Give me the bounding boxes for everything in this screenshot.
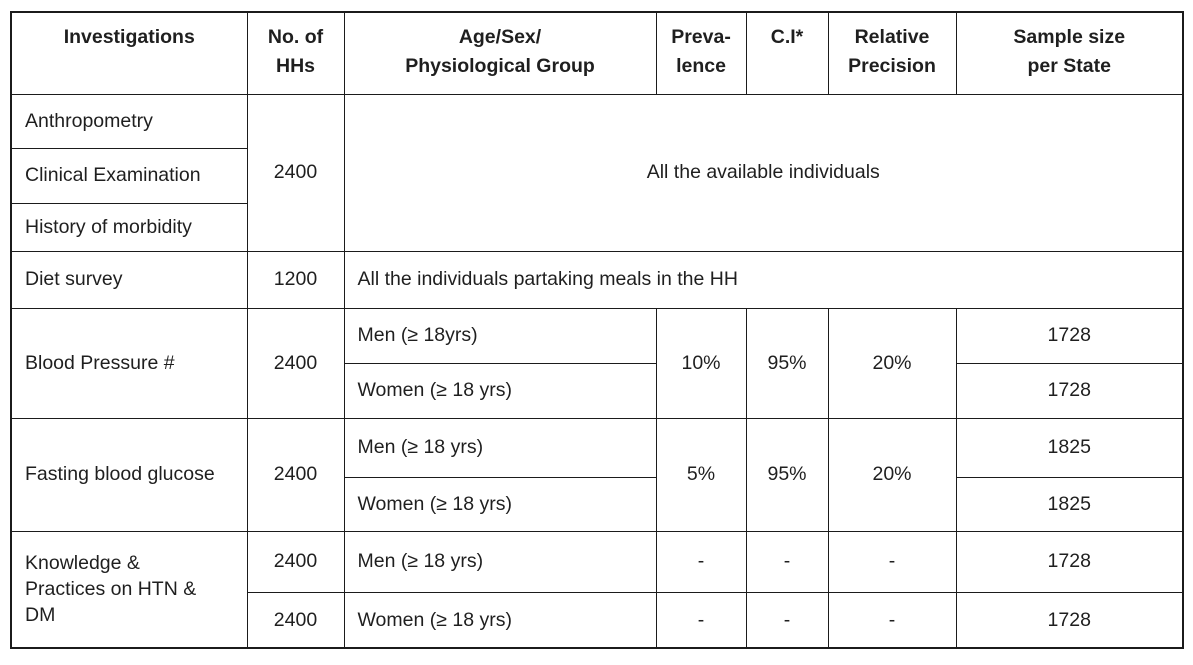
cell-bp-men-sample: 1728 (955, 307, 1184, 364)
row-blood-pressure-women: Women (≥ 18 yrs) 1728 (11, 362, 1184, 419)
cell-investigation-clinical: Clinical Examination (10, 147, 248, 204)
row-knowledge-practices-men: Knowledge & Practices on HTN & DM 2400 M… (10, 530, 1184, 649)
cell-kp-women-ci: - (745, 591, 829, 649)
cell-bp-women-group: Women (≥ 18 yrs) (343, 362, 657, 419)
cell-investigation-fasting-glucose: Fasting blood glucose (10, 417, 248, 532)
row-clinical-examination: Clinical Examination (10, 147, 1183, 204)
cell-kp-men-group: Men (≥ 18 yrs) (343, 530, 657, 593)
row-knowledge-practices-women: 2400 Women (≥ 18 yrs) - - - 1728 (11, 591, 1184, 649)
header-ci: C.I* (745, 11, 829, 95)
row-diet-survey: Diet survey 1200 All the individuals par… (10, 250, 1184, 309)
row-fasting-glucose-men: Fasting blood glucose 2400 Men (≥ 18 yrs… (10, 417, 1184, 532)
header-age-sex-group: Age/Sex/ Physiological Group (343, 11, 657, 95)
header-prevalence: Preva- lence (655, 11, 747, 95)
header-relative-precision: Relative Precision (827, 11, 957, 95)
cell-bp-women-sample: 1728 (955, 362, 1184, 419)
cell-bp-prevalence: 10% (655, 307, 747, 419)
cell-bp-hhs: 2400 (246, 307, 345, 419)
cell-fbg-hhs: 2400 (246, 417, 345, 532)
cell-kp-men-relative-precision: - (827, 530, 957, 593)
cell-fbg-relative-precision: 20% (827, 417, 957, 532)
cell-kp-men-hhs: 2400 (246, 530, 345, 593)
cell-fbg-men-group: Men (≥ 18 yrs) (343, 417, 657, 478)
header-row: Investigations No. of HHs Age/Sex/ Physi… (10, 11, 1184, 95)
cell-anthro-group-hhs: 2400 (246, 93, 345, 252)
cell-kp-women-relative-precision: - (827, 591, 957, 649)
row-fasting-glucose-women: Women (≥ 18 yrs) 1825 (11, 476, 1184, 532)
header-sample-size: Sample size per State (955, 11, 1184, 95)
sampling-plan-table: Investigations No. of HHs Age/Sex/ Physi… (10, 11, 1184, 649)
cell-fbg-men-sample: 1825 (955, 417, 1184, 478)
header-investigations: Investigations (10, 11, 248, 95)
cell-bp-men-group: Men (≥ 18yrs) (343, 307, 657, 364)
cell-fbg-ci: 95% (745, 417, 829, 532)
cell-kp-women-sample: 1728 (955, 591, 1184, 649)
cell-kp-men-ci: - (745, 530, 829, 593)
cell-bp-ci: 95% (745, 307, 829, 419)
cell-fbg-prevalence: 5% (655, 417, 747, 532)
cell-fbg-women-group: Women (≥ 18 yrs) (343, 476, 657, 532)
cell-anthro-group-population: All the available individuals (343, 93, 1184, 252)
cell-bp-relative-precision: 20% (827, 307, 957, 419)
row-blood-pressure-men: Blood Pressure # 2400 Men (≥ 18yrs) 10% … (10, 307, 1184, 419)
cell-diet-hhs: 1200 (246, 250, 345, 309)
cell-diet-population: All the individuals partaking meals in t… (343, 250, 1184, 309)
cell-investigation-diet: Diet survey (10, 250, 248, 309)
cell-kp-women-group: Women (≥ 18 yrs) (343, 591, 657, 649)
row-anthropometry: Anthropometry 2400 All the available ind… (10, 93, 1184, 252)
cell-kp-women-prevalence: - (655, 591, 747, 649)
cell-fbg-women-sample: 1825 (955, 476, 1184, 532)
cell-investigation-knowledge-practices: Knowledge & Practices on HTN & DM (10, 530, 248, 649)
cell-kp-women-hhs: 2400 (246, 591, 345, 649)
cell-investigation-history: History of morbidity (10, 202, 248, 252)
cell-kp-men-sample: 1728 (955, 530, 1184, 593)
cell-investigation-blood-pressure: Blood Pressure # (10, 307, 248, 419)
header-no-of-hhs: No. of HHs (246, 11, 345, 95)
row-history-of-morbidity: History of morbidity (10, 202, 1183, 252)
cell-kp-men-prevalence: - (655, 530, 747, 593)
cell-investigation-anthropometry: Anthropometry (10, 93, 248, 149)
